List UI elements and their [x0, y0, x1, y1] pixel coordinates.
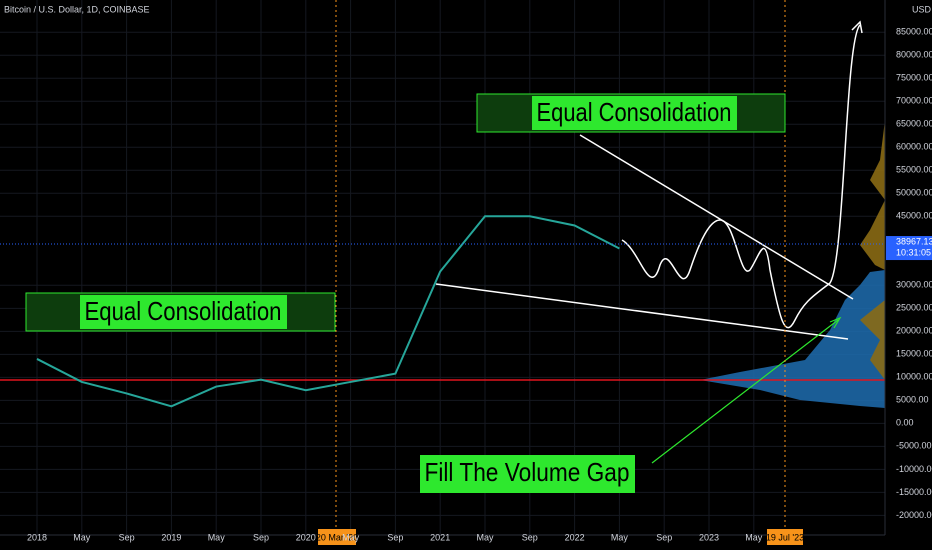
x-tick-label: 2019	[161, 532, 181, 542]
marker-label: 19 Jul '23	[766, 532, 804, 542]
arrow-head	[829, 316, 842, 329]
marker-label-box	[767, 529, 803, 545]
arrow	[651, 319, 839, 464]
annotation-box	[532, 96, 737, 130]
x-tick-label: Sep	[119, 532, 135, 542]
y-tick-label: -20000.00	[896, 510, 932, 520]
y-tick-label: -10000.00	[896, 464, 932, 474]
y-tick-label: 25000.00	[896, 303, 932, 313]
x-tick-label: 2021	[430, 532, 450, 542]
x-tick-label: 2023	[699, 532, 719, 542]
chart-title: Bitcoin / U.S. Dollar, 1D, COINBASE	[4, 4, 150, 14]
x-tick-label: 2018	[27, 532, 47, 542]
y-tick-label: 50000.00	[896, 188, 932, 198]
plot	[0, 215, 885, 408]
countdown: 10:31:05	[896, 247, 931, 257]
y-tick-label: 0.00	[896, 418, 914, 428]
y-tick-label: -5000.00	[896, 441, 932, 451]
y-tick-label: -15000.00	[896, 487, 932, 497]
y-tick-label: 80000.00	[896, 50, 932, 60]
trend-line	[579, 134, 854, 300]
last-price-box	[886, 236, 932, 261]
x-tick-label: May	[745, 532, 763, 542]
projection-path	[621, 24, 861, 329]
x-tick-label: 2022	[565, 532, 585, 542]
y-tick-label: 30000.00	[896, 280, 932, 290]
y-tick-label: 20000.00	[896, 326, 932, 336]
y-tick-label: 70000.00	[896, 96, 932, 106]
y-tick-label: 60000.00	[896, 142, 932, 152]
x-tick-label: Sep	[656, 532, 672, 542]
y-tick-label: 55000.00	[896, 165, 932, 175]
annotation-box	[80, 295, 287, 329]
x-tick-label: 2020	[296, 532, 316, 542]
trend-line	[435, 283, 849, 340]
y-tick-label: 15000.00	[896, 349, 932, 359]
x-tick-label: May	[342, 532, 360, 542]
x-tick-label: Sep	[387, 532, 403, 542]
y-tick-label: 85000.00	[896, 27, 932, 37]
currency: USD	[912, 4, 932, 14]
x-tick-label: May	[208, 532, 226, 542]
x-tick-label: May	[611, 532, 629, 542]
last-price: 38967.13	[896, 236, 932, 246]
x-tick-label: Sep	[253, 532, 269, 542]
price-line	[36, 215, 620, 408]
y-tick-label: 45000.00	[896, 211, 932, 221]
arrow-head	[851, 20, 863, 34]
y-tick-label: 65000.00	[896, 119, 932, 129]
y-tick-label: 75000.00	[896, 73, 932, 83]
x-tick-label: May	[73, 532, 91, 542]
y-tick-label: 5000.00	[896, 395, 929, 405]
y-tick-label: 10000.00	[896, 372, 932, 382]
volume-profile	[860, 120, 885, 380]
x-tick-label: May	[476, 532, 494, 542]
annotation: Equal Consolidation	[537, 97, 732, 127]
marker-label-box	[318, 529, 356, 545]
annotation-box	[420, 455, 635, 493]
annotation: Fill The Volume Gap	[425, 457, 630, 487]
annotation: Equal Consolidation	[85, 296, 282, 326]
x-tick-label: Sep	[522, 532, 538, 542]
marker-label: 20 Mar '20	[316, 532, 358, 542]
volume-profile	[700, 270, 885, 408]
